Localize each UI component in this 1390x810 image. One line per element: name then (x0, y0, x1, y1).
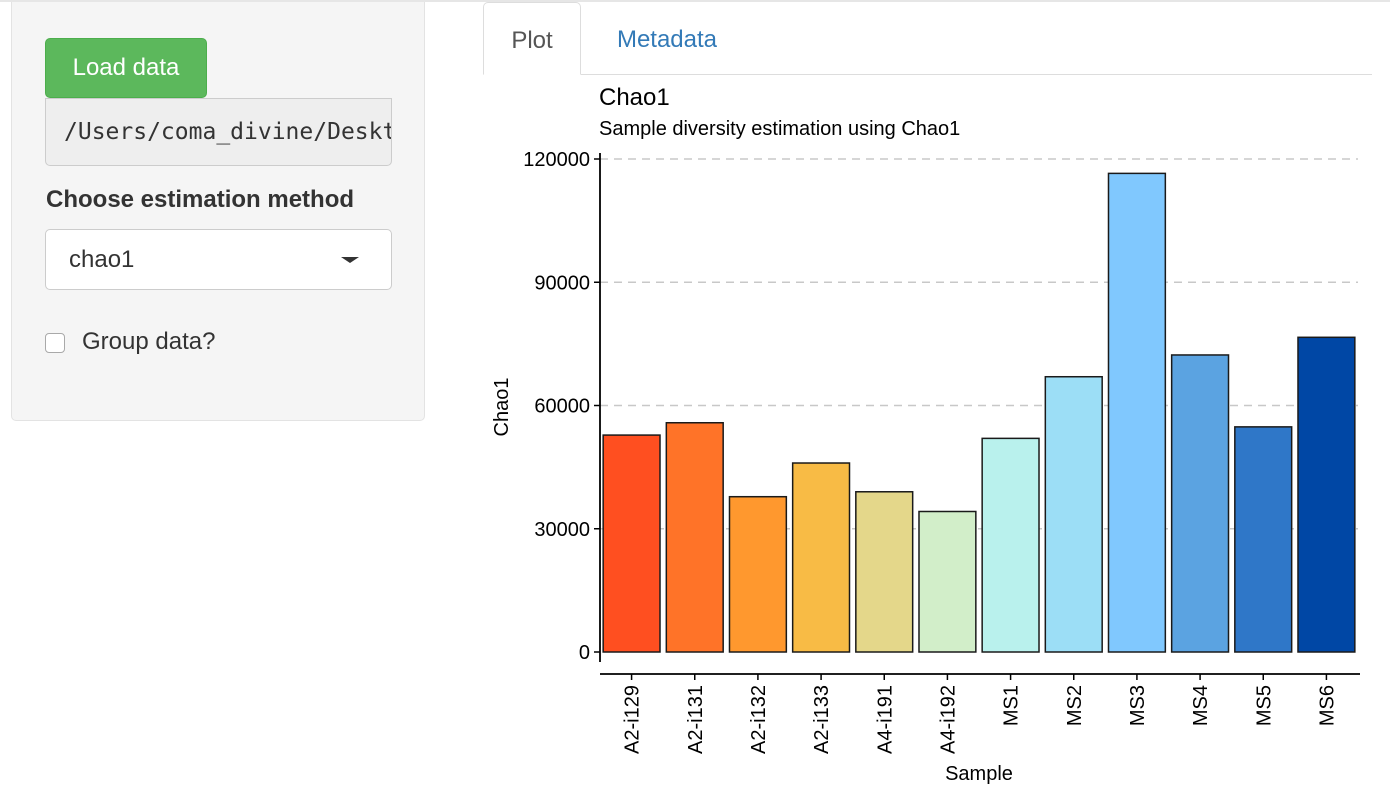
bar-ms6 (1297, 336, 1356, 653)
chart-subtitle: Sample diversity estimation using Chao1 (599, 118, 961, 140)
sidebar-panel: Load data /Users/coma_divine/Desktop Cho… (11, 2, 425, 421)
x-tick-label: MS4 (1190, 685, 1212, 726)
x-tick-label: MS1 (1001, 685, 1023, 726)
bar-a2-i129 (602, 434, 661, 653)
file-path-field[interactable]: /Users/coma_divine/Desktop (45, 98, 392, 166)
y-tick-label: 30000 (534, 519, 590, 541)
tab-metadata[interactable]: Metadata (616, 26, 718, 53)
x-tick-label: MS3 (1127, 685, 1149, 726)
estimation-method-label: Choose estimation method (46, 186, 355, 213)
y-axis-title: Chao1 (491, 378, 513, 437)
estimation-method-select[interactable]: chao1 (45, 229, 392, 290)
bar-ms3 (1107, 172, 1167, 653)
bar-ms1 (981, 437, 1040, 653)
x-tick-label: A4-i192 (937, 685, 959, 754)
x-tick-label: MS2 (1064, 685, 1086, 726)
tabs-underline (483, 74, 1372, 75)
bar-a2-i133 (791, 462, 851, 653)
caret-down-icon (341, 257, 359, 263)
bar-ms5 (1234, 426, 1293, 653)
bar-ms2 (1044, 375, 1103, 653)
x-tick-label: A2-i131 (685, 685, 707, 754)
bar-a4-i191 (855, 491, 914, 653)
bar-a4-i192 (918, 510, 977, 653)
x-tick-label: A2-i132 (748, 685, 770, 754)
group-data-label[interactable]: Group data? (82, 328, 216, 355)
y-tick-label: 60000 (534, 396, 590, 418)
x-tick-label: A2-i129 (622, 685, 644, 754)
tab-plot[interactable]: Plot (483, 2, 581, 75)
x-tick-label: A4-i191 (874, 685, 896, 754)
group-data-checkbox[interactable] (45, 333, 65, 353)
top-divider (0, 0, 1390, 2)
bar-a2-i131 (665, 422, 724, 653)
x-tick-label: MS6 (1316, 685, 1338, 726)
x-tick-label: MS5 (1253, 685, 1275, 726)
estimation-method-value: chao1 (69, 246, 135, 273)
chart-title: Chao1 (599, 84, 670, 111)
bar-ms4 (1170, 354, 1230, 653)
x-tick-label: A2-i133 (811, 685, 833, 754)
x-axis-title: Sample (945, 763, 1013, 785)
bar-a2-i132 (728, 495, 788, 653)
y-tick-label: 120000 (523, 149, 590, 171)
y-tick-label: 90000 (534, 272, 590, 294)
load-data-button[interactable]: Load data (45, 38, 207, 98)
chao1-bar-chart: 0 30000 60000 90000 120000 A2-i129 A2-i131 A2-i… (491, 149, 1360, 785)
y-tick-label: 0 (579, 642, 590, 664)
